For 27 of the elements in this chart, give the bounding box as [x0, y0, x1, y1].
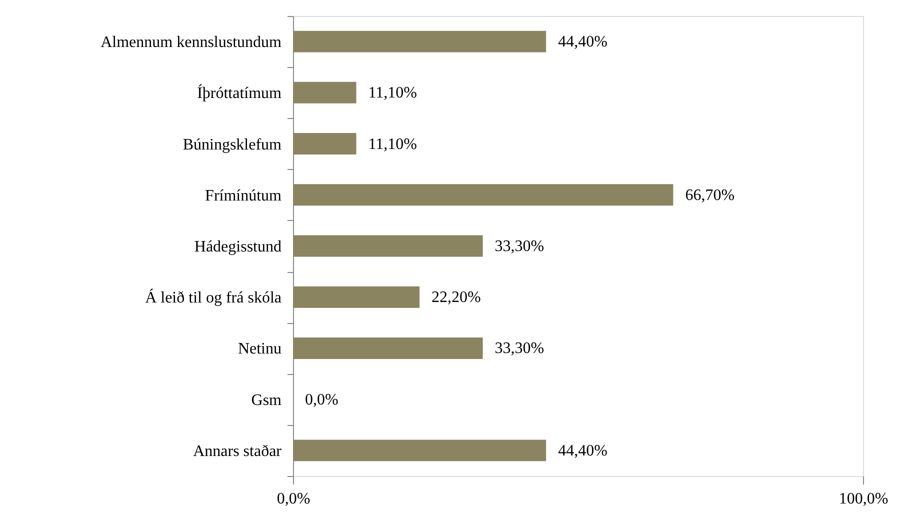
bar — [293, 337, 483, 359]
y-tick-label: Annars staðar — [193, 442, 282, 460]
bar — [293, 286, 420, 308]
data-label: 33,30% — [494, 238, 544, 255]
bar — [293, 440, 546, 462]
y-tick-label: Hádegisstund — [194, 238, 282, 256]
data-label: 11,10% — [368, 136, 418, 153]
y-tick-label: Gsm — [251, 392, 282, 409]
y-tick-label: Íþróttatímum — [197, 84, 282, 102]
x-tick-label: 100,0% — [838, 490, 888, 508]
data-label: 44,40% — [558, 34, 608, 51]
bar — [293, 30, 546, 52]
y-tick-label: Á leið til og frá skóla — [145, 288, 282, 307]
bar — [293, 235, 483, 257]
data-label: 44,40% — [558, 442, 608, 460]
y-tick-label: Netinu — [238, 340, 282, 358]
y-tick-label: Frímínútum — [205, 187, 282, 204]
data-label: 66,70% — [685, 186, 735, 204]
data-label: 11,10% — [368, 84, 418, 102]
data-label: 33,30% — [494, 340, 544, 358]
data-label: 22,20% — [432, 289, 481, 306]
bar — [293, 133, 356, 155]
bar — [293, 82, 356, 104]
y-tick-label: Búningsklefum — [182, 136, 282, 154]
y-tick-label: Almennum kennslustundum — [100, 34, 282, 52]
bar — [293, 184, 674, 206]
data-label: 0,0% — [305, 391, 338, 408]
